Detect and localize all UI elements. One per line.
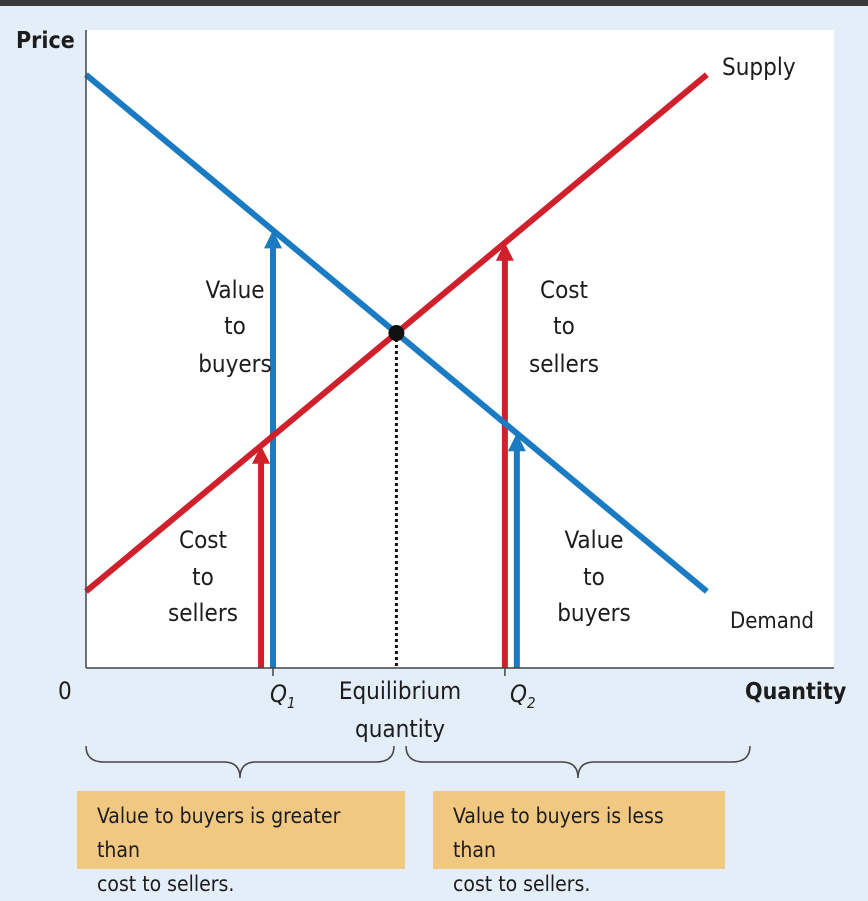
left-brace [85, 745, 395, 779]
left-box-line1: Value to buyers is greater than [97, 804, 341, 862]
annotation-cost-left-3: sellers [168, 599, 238, 627]
origin-label: 0 [58, 677, 72, 705]
annotation-value-right-1: Value [564, 526, 623, 554]
equilibrium-label-2: quantity [355, 715, 445, 743]
annotation-cost-right-2: to [553, 312, 575, 340]
left-info-box: Value to buyers is greater than cost to … [77, 791, 405, 896]
q1-value-arrow-head [264, 230, 282, 249]
q2-label: Q2 [510, 680, 536, 712]
q1-cost-arrow-head [252, 445, 271, 464]
annotation-value-right-2: to [583, 563, 605, 591]
top-bar [0, 0, 868, 6]
annotation-value-left-3: buyers [198, 350, 272, 378]
x-axis-label: Quantity [745, 679, 847, 705]
right-box-line2: cost to sellers. [453, 872, 591, 896]
annotation-cost-right-3: sellers [529, 350, 599, 378]
plot-area [86, 30, 834, 668]
q1-label: Q1 [270, 680, 296, 712]
annotation-value-left-2: to [224, 312, 246, 340]
annotation-cost-left-1: Cost [179, 526, 227, 554]
annotation-cost-left-2: to [192, 563, 214, 591]
right-brace [405, 745, 751, 779]
demand-label: Demand [730, 609, 814, 634]
q2-value-arrow-head [507, 433, 526, 452]
annotation-cost-right-1: Cost [540, 276, 588, 304]
y-axis-label: Price [16, 28, 75, 54]
supply-label: Supply [722, 53, 796, 81]
equilibrium-point [388, 325, 405, 342]
equilibrium-label-1: Equilibrium [339, 677, 461, 705]
left-box-line2: cost to sellers. [97, 872, 235, 896]
right-info-box: Value to buyers is less than cost to sel… [433, 791, 725, 896]
right-box-line1: Value to buyers is less than [453, 804, 664, 862]
q2-cost-arrow-head [495, 242, 514, 261]
annotation-value-right-3: buyers [557, 599, 631, 627]
annotation-value-left-1: Value [205, 276, 264, 304]
